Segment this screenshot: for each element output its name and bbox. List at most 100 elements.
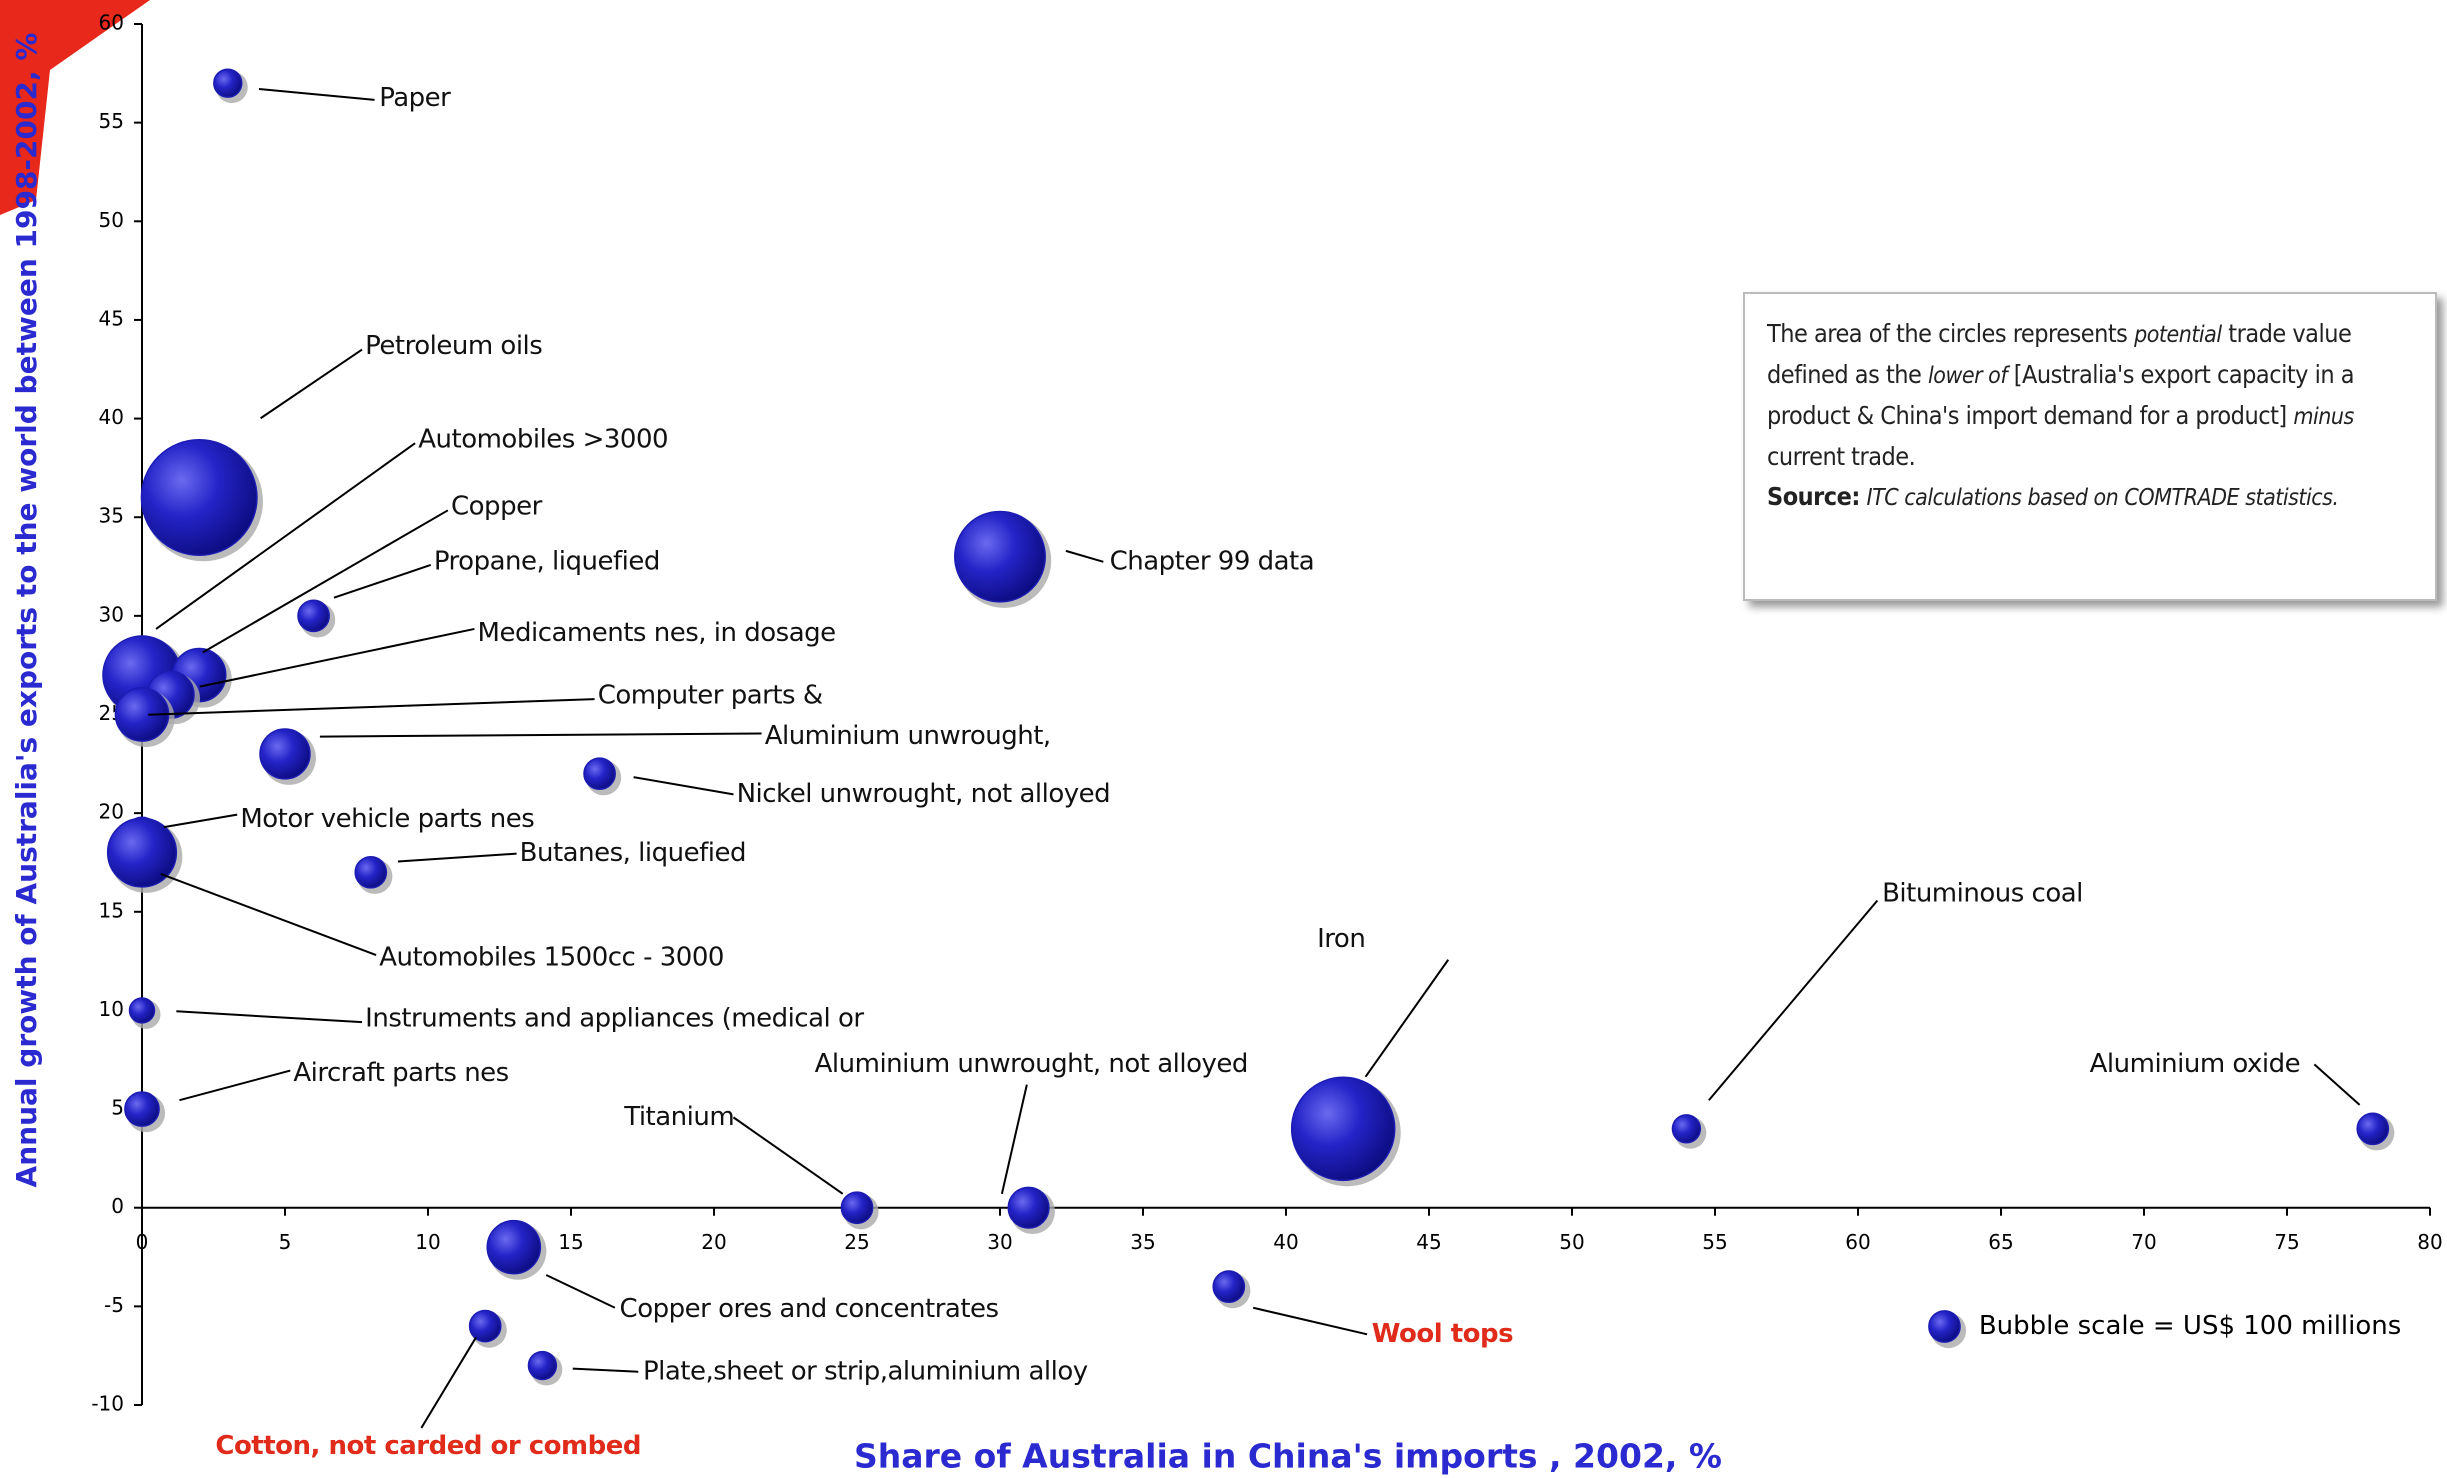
bubble [259,728,311,780]
y-tick-label: 15 [99,898,124,922]
leader-line [258,87,375,101]
bubble [213,68,243,98]
bubble [2356,1112,2390,1146]
x-tick-label: 50 [1559,1230,1584,1254]
y-tick-label: 50 [99,208,124,232]
leader-line [319,732,762,738]
x-tick-label: 75 [2274,1230,2299,1254]
note-text: lower of [1928,363,2008,389]
bubble [583,757,616,791]
y-tick-label: 55 [99,109,124,133]
leader-line [160,872,377,957]
point-label: Petroleum oils [365,331,542,361]
leader-line [1364,959,1450,1078]
leader-line [572,1367,639,1373]
corner-decoration [0,0,150,215]
y-tick-label: 5 [111,1096,124,1120]
note-text: current trade. [1767,442,1916,471]
y-axis-label: Annual growth of Australia's exports to … [10,33,43,1188]
bubble [354,855,388,889]
bubble [1290,1076,1396,1182]
point-label: Automobiles >3000 [418,425,668,455]
y-tick-label: 60 [99,11,124,35]
point-label: Computer parts & [598,681,823,711]
point-label: Butanes, liquefied [520,838,746,868]
bubble [106,817,178,888]
point-label: Medicaments nes, in dosage [478,618,836,648]
point-label: Paper [379,83,451,113]
leader-line [176,1010,363,1024]
y-tick-label: -5 [104,1293,124,1317]
leader-line [202,509,449,654]
x-tick-label: 35 [1130,1230,1155,1254]
leader-line [1000,1084,1028,1195]
note-text: trade value defined as the [1767,319,2352,389]
y-tick-label: 10 [99,997,124,1021]
leader-line [420,1336,477,1429]
point-label: Aircraft parts nes [293,1058,508,1088]
leader-line [732,1116,844,1195]
x-tick-label: 30 [987,1230,1012,1254]
bubble [1928,1310,1961,1343]
bubble [954,510,1046,603]
note-text: potential [2134,322,2222,348]
bubble [1212,1270,1246,1303]
legend-label: Bubble scale = US$ 100 millions [1979,1311,2402,1341]
note-text: [Australia's export capacity in a produc… [1767,360,2355,430]
x-tick-label: 65 [1988,1230,2013,1254]
x-tick-label: 10 [415,1230,440,1254]
leader-line [260,348,363,420]
point-label: Iron [1317,924,1365,954]
y-tick-label: 30 [99,602,124,626]
leader-line [545,1274,616,1309]
y-tick-label: 40 [99,405,124,429]
x-tick-label: 40 [1273,1230,1298,1254]
bubble [128,997,156,1024]
leader-line [1252,1306,1368,1336]
leader-line [333,563,432,599]
point-label: Titanium [623,1102,734,1132]
bubble [297,599,330,633]
x-tick-label: 60 [1845,1230,1870,1254]
leader-line [397,852,517,863]
point-label: Motor vehicle parts nes [240,804,534,834]
point-label: Aluminium oxide [2090,1049,2301,1079]
leader-line [155,442,416,630]
x-tick-label: 20 [701,1230,726,1254]
point-label: Chapter 99 data [1110,546,1315,576]
point-label: Wool tops [1372,1319,1513,1349]
x-tick-label: 80 [2417,1230,2442,1254]
leader-line [2313,1063,2361,1106]
point-label: Copper [451,492,543,522]
point-label: Aluminium unwrought, not alloyed [815,1049,1248,1079]
leader-line [1708,899,1879,1101]
note-text: minus [2293,404,2354,430]
point-label: Bituminous coal [1882,879,2083,909]
point-label: Propane, liquefied [434,546,660,576]
x-tick-label: 25 [844,1230,869,1254]
bubble [486,1219,542,1275]
x-tick-label: 55 [1702,1230,1727,1254]
note-text: The area of the circles represents [1767,319,2128,348]
note-text: Source: [1767,482,1860,511]
bubble [840,1191,874,1225]
x-tick-label: 45 [1416,1230,1441,1254]
x-tick-label: 0 [136,1230,149,1254]
point-label: Cotton, not carded or combed [215,1431,641,1461]
x-tick-label: 5 [279,1230,292,1254]
x-tick-label: 15 [558,1230,583,1254]
y-tick-label: 35 [99,504,124,528]
note-text: ITC calculations based on COMTRADE stati… [1866,485,2339,511]
bubble [124,1091,160,1127]
note-box: The area of the circles represents poten… [1743,292,2437,601]
point-label: Aluminium unwrought, [765,721,1051,751]
point-label: Copper ores and concentrates [620,1294,999,1324]
x-axis-label: Share of Australia in China's imports , … [854,1437,1722,1476]
bubble [527,1350,558,1381]
note-paragraph: Source: ITC calculations based on COMTRA… [1767,477,2413,518]
leader-line [163,813,238,829]
bubble [1671,1114,1702,1144]
point-label: Plate,sheet or strip,aluminium alloy [643,1356,1088,1386]
